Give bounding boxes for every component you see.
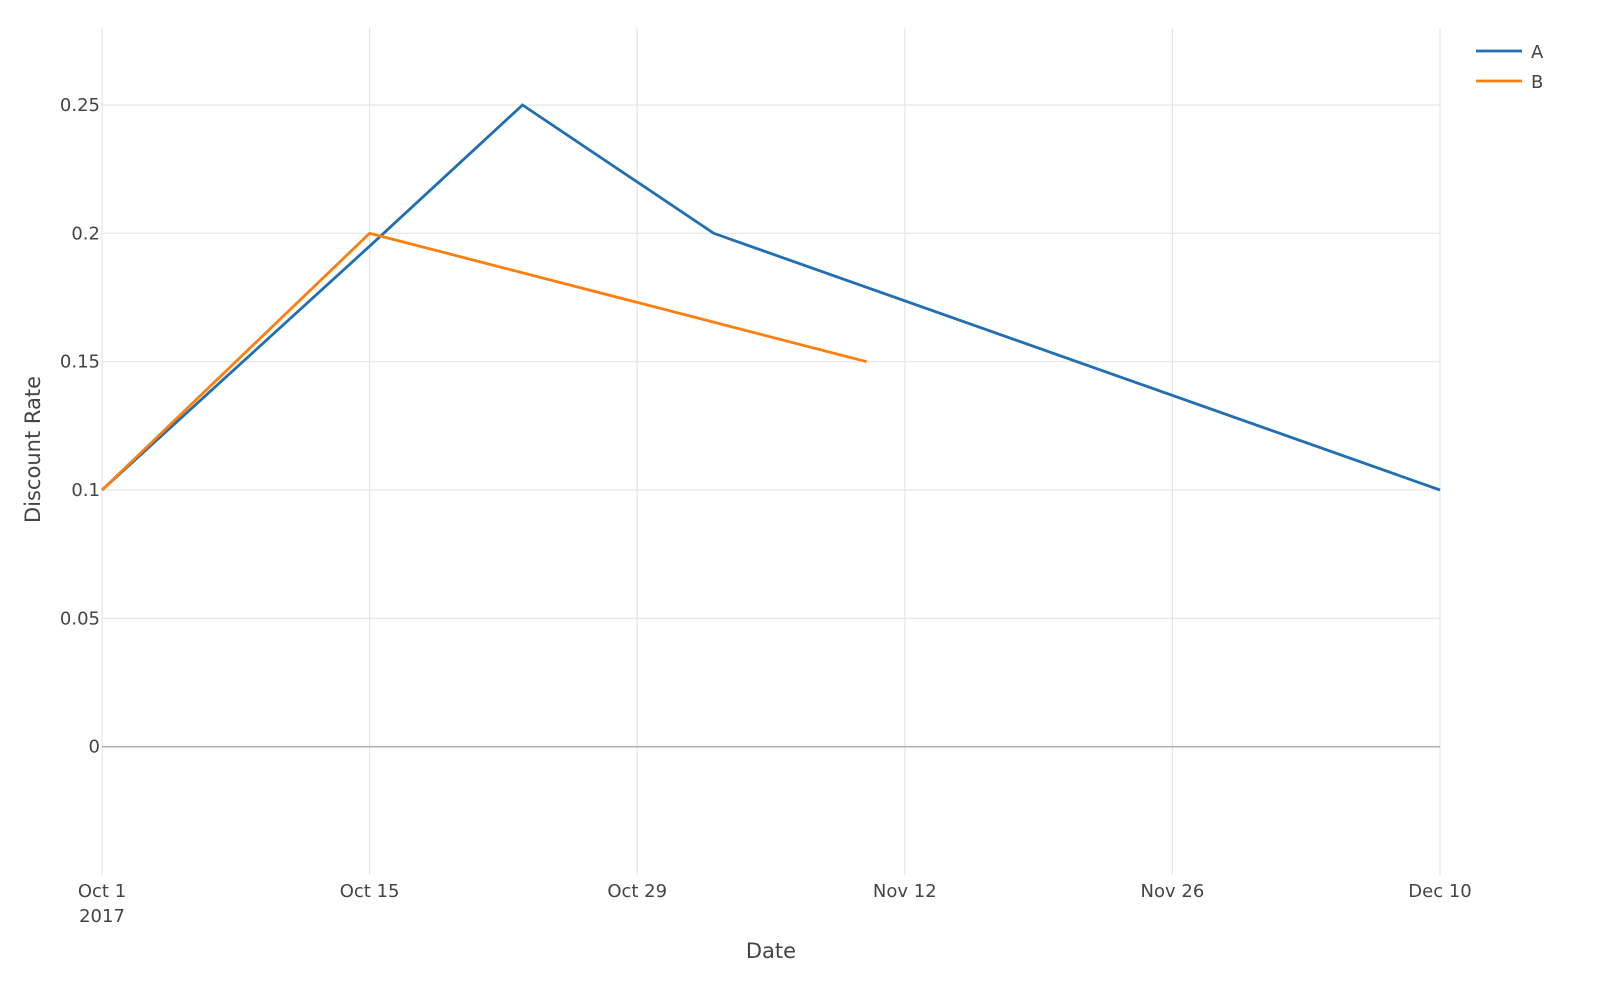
x-tick-label: Nov 12 — [873, 881, 937, 902]
series-lines — [101, 103, 1441, 492]
legend-label: B — [1531, 72, 1543, 93]
y-tick-label: 0.05 — [60, 608, 100, 629]
legend[interactable]: AB — [1476, 42, 1544, 93]
x-tick-label: Oct 15 — [340, 881, 400, 902]
legend-item-b[interactable]: B — [1476, 72, 1543, 93]
x-tick-label: Oct 1 — [78, 881, 126, 902]
y-tick-label: 0.15 — [60, 352, 100, 373]
series-line-b[interactable] — [101, 231, 867, 492]
x-tick-label: Oct 29 — [607, 881, 667, 902]
y-tick-label: 0 — [89, 737, 100, 758]
x-tick-label: Nov 26 — [1141, 881, 1205, 902]
x-tick-label: Dec 10 — [1408, 881, 1471, 902]
y-tick-label: 0.1 — [71, 480, 100, 501]
legend-item-a[interactable]: A — [1476, 42, 1544, 63]
x-axis-title: Date — [746, 939, 796, 963]
y-tick-label: 0.2 — [71, 223, 100, 244]
y-tick-label: 0.25 — [60, 95, 100, 116]
legend-label: A — [1531, 42, 1544, 63]
x-tick-sublabel: 2017 — [79, 906, 125, 927]
y-tick-labels: 0 0.05 0.1 0.15 0.2 0.25 — [60, 95, 100, 758]
y-axis-title: Discount Rate — [21, 376, 45, 523]
series-line-a[interactable] — [101, 103, 1441, 492]
x-tick-labels: Oct 1 2017 Oct 15 Oct 29 Nov 12 Nov 26 Dec 10 — [78, 881, 1472, 927]
grid-lines — [101, 28, 1441, 875]
